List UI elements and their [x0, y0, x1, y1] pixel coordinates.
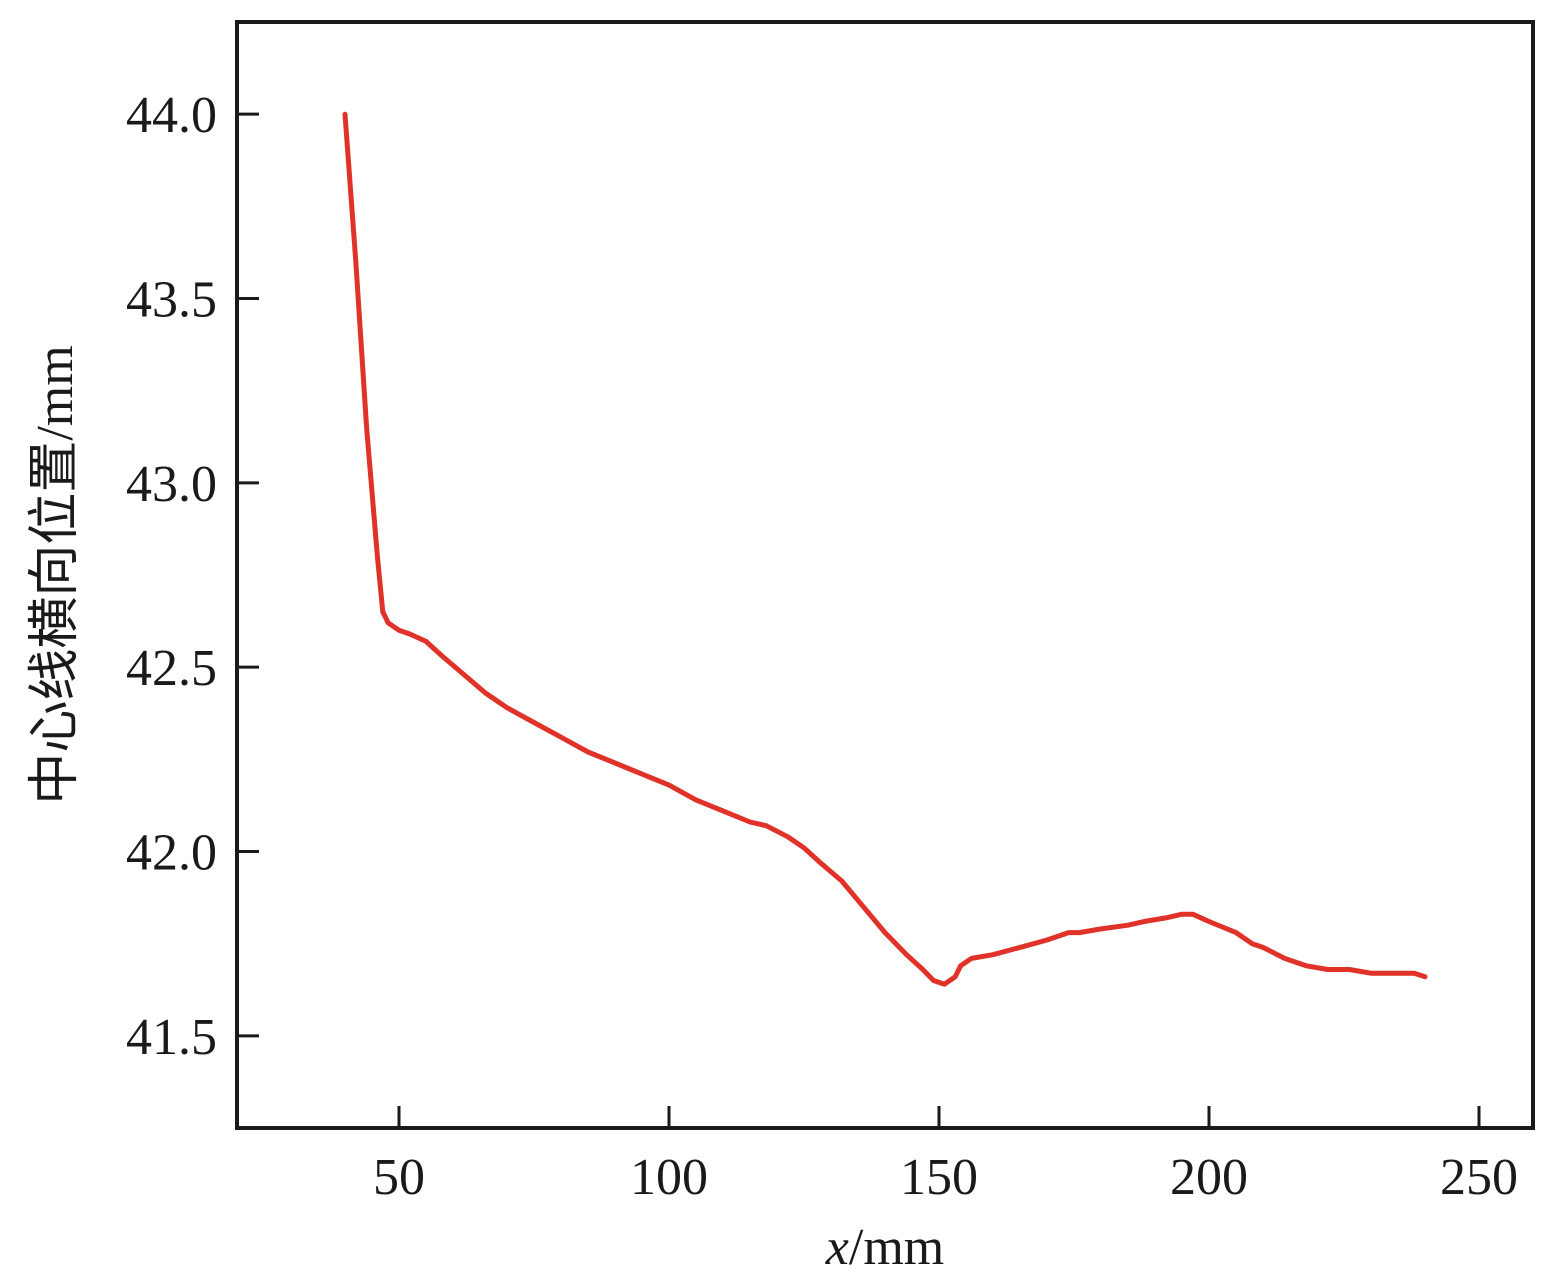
y-tick-label: 41.5 [126, 1009, 217, 1066]
x-tick-label: 50 [373, 1149, 425, 1206]
series-line [342, 111, 1428, 987]
y-tick-label: 43.5 [126, 272, 217, 329]
x-tick-label: 250 [1440, 1149, 1518, 1206]
series-layer [342, 111, 1428, 987]
y-tick-label: 42.5 [126, 640, 217, 697]
x-axis-unit: /mm [849, 1219, 944, 1274]
x-tick-label: 150 [900, 1149, 978, 1206]
x-axis-variable: x [825, 1219, 849, 1274]
y-tick-label: 42.0 [126, 825, 217, 882]
y-tick-label: 43.0 [126, 456, 217, 513]
x-axis-label: x/mm [825, 1219, 944, 1274]
x-tick-label: 100 [630, 1149, 708, 1206]
y-tick-label: 44.0 [126, 87, 217, 144]
x-tick-label: 200 [1170, 1149, 1248, 1206]
plot-frame [235, 20, 1535, 1130]
y-axis-label: 中心线横向位置/mm [27, 345, 84, 804]
ticks-layer: 50 100 150 200 250 41.5 42.0 42.5 43.0 43.5 44.0 [126, 87, 1518, 1206]
